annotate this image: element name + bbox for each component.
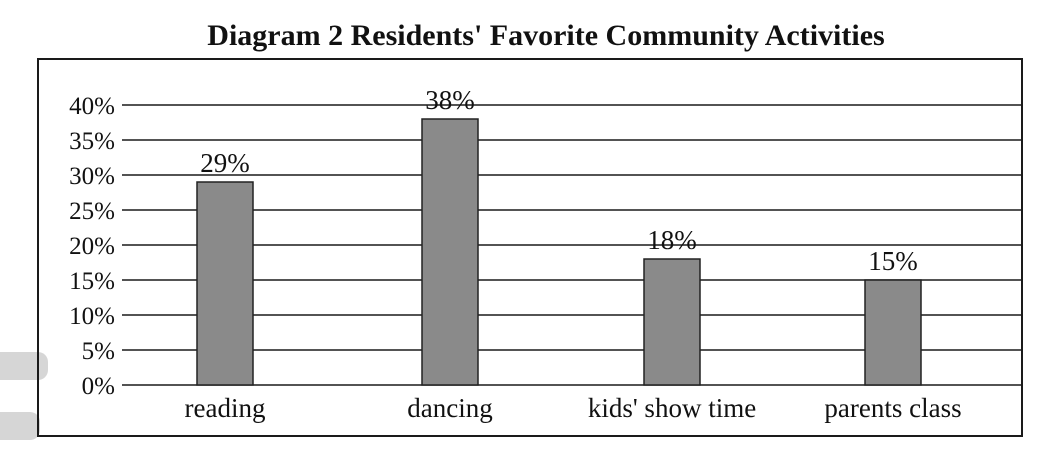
value-label: 15% <box>868 246 918 276</box>
y-tick-label: 0% <box>82 373 115 400</box>
y-tick-label: 15% <box>69 268 115 295</box>
bars <box>196 118 922 386</box>
y-tick-label: 30% <box>69 163 115 190</box>
bar <box>196 181 254 386</box>
left-tab-decoration-bottom <box>0 412 40 440</box>
y-tick-label: 20% <box>69 233 115 260</box>
chart-title: Diagram 2 Residents' Favorite Community … <box>207 19 884 52</box>
bar <box>864 279 922 386</box>
category-label: parents class <box>824 393 961 423</box>
category-label: kids' show time <box>588 393 756 423</box>
y-tick-label: 25% <box>69 198 115 225</box>
bar <box>421 118 479 386</box>
value-labels: 29% 38% 18% 15% <box>200 85 918 276</box>
value-label: 18% <box>647 225 697 255</box>
category-labels: reading dancing kids' show time parents cla… <box>185 393 962 423</box>
category-label: dancing <box>407 393 492 423</box>
y-axis-tick-labels: 0% 5% 10% 15% 20% 25% 30% 35% 40% <box>69 93 115 400</box>
left-tab-decoration-top <box>0 352 48 380</box>
y-tick-label: 35% <box>69 128 115 155</box>
y-tick-label: 40% <box>69 93 115 120</box>
bar <box>643 258 701 386</box>
value-label: 38% <box>425 85 475 115</box>
y-tick-label: 5% <box>82 338 115 365</box>
value-label: 29% <box>200 148 250 178</box>
y-tick-label: 10% <box>69 303 115 330</box>
category-label: reading <box>185 393 266 423</box>
chart-frame <box>37 58 1023 437</box>
